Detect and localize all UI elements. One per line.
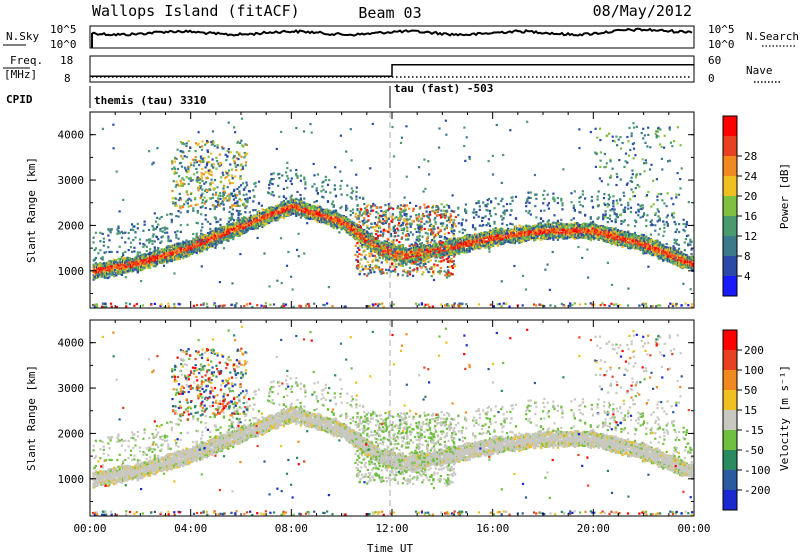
colorbar-swatch: [723, 490, 737, 510]
colorbar-tick: 12: [744, 230, 757, 243]
colorbar-swatch: [723, 256, 737, 276]
colorbar-swatch: [723, 370, 737, 390]
colorbar-swatch: [723, 136, 737, 156]
colorbar-swatch: [723, 430, 737, 450]
noise-right-label: N.Search: [746, 30, 799, 43]
noise-panel: N.Sky 10^5 10^0 10^5 10^0 N.Search: [3, 23, 799, 51]
power-colorbar-label: Power [dB]: [778, 163, 791, 229]
colorbar-tick: 28: [744, 150, 757, 163]
xtick-label: 20:00: [577, 522, 610, 535]
noise-right-tick-low: 10^0: [708, 38, 735, 51]
colorbar-tick: 50: [744, 384, 757, 397]
colorbar-tick: 24: [744, 170, 758, 183]
ytick-label: 1000: [58, 473, 85, 486]
cpid-segment-1: themis (tau) 3310: [94, 94, 207, 107]
velocity-y-axis: 1000 2000 3000 4000: [58, 337, 694, 502]
noise-left-tick-high: 10^5: [50, 23, 77, 36]
colorbar-tick: 4: [744, 270, 751, 283]
cpid-row: CPID themis (tau) 3310 tau (fast) -503: [6, 82, 493, 108]
power-y-axis: 1000 2000 3000 4000: [58, 129, 694, 294]
ytick-label: 2000: [58, 427, 85, 440]
velocity-ylabel: Slant Range [km]: [25, 365, 38, 471]
ytick-label: 3000: [58, 174, 85, 187]
time-axis-label: Time UT: [367, 542, 414, 554]
cpid-segment-2: tau (fast) -503: [394, 82, 493, 95]
power-colorbar: 4 8 12 16 20 24 28: [722, 115, 758, 297]
colorbar-swatch: [723, 350, 737, 370]
colorbar-swatch: [723, 116, 737, 136]
freq-panel: Freq. [MHz] 18 8 60 0 Nave: [3, 54, 780, 85]
freq-label-unit: [MHz]: [4, 68, 37, 81]
noise-left-tick-low: 10^0: [50, 38, 77, 51]
beam-title: Beam 03: [358, 4, 421, 22]
nave-right-tick-high: 60: [708, 54, 721, 67]
colorbar-tick: 200: [744, 344, 764, 357]
colorbar-tick: 20: [744, 190, 757, 203]
noise-left-label: N.Sky: [6, 30, 39, 43]
xtick-label: 04:00: [174, 522, 207, 535]
colorbar-swatch: [723, 216, 737, 236]
colorbar-tick: -15: [744, 424, 764, 437]
colorbar-tick: -100: [744, 464, 771, 477]
power-panel: 1000 2000 3000 4000 Slant Range [km] 4 8 12 16…: [25, 111, 791, 309]
xtick-label: 12:00: [375, 522, 408, 535]
noise-sky-line: [91, 27, 693, 48]
noise-right-tick-high: 10^5: [708, 23, 735, 36]
ytick-label: 4000: [58, 337, 85, 350]
station-title: Wallops Island (fitACF): [92, 2, 300, 20]
velocity-data: [91, 325, 694, 517]
power-data: [91, 117, 694, 309]
colorbar-swatch: [723, 450, 737, 470]
xtick-label: 00:00: [677, 522, 710, 535]
colorbar-swatch: [723, 236, 737, 256]
ytick-label: 4000: [58, 129, 85, 142]
colorbar-tick: 15: [744, 404, 757, 417]
date-title: 08/May/2012: [593, 2, 692, 20]
colorbar-tick: 8: [744, 250, 751, 263]
nave-right-label: Nave: [746, 64, 773, 77]
colorbar-swatch: [723, 176, 737, 196]
colorbar-tick: -50: [744, 444, 764, 457]
colorbar-swatch: [723, 470, 737, 490]
ytick-label: 2000: [58, 219, 85, 232]
xtick-label: 16:00: [476, 522, 509, 535]
power-ylabel: Slant Range [km]: [25, 157, 38, 263]
colorbar-swatch: [723, 196, 737, 216]
xtick-label: 00:00: [73, 522, 106, 535]
cpid-label: CPID: [6, 93, 33, 106]
power-x-ticks: [89, 112, 695, 308]
colorbar-swatch: [723, 156, 737, 176]
freq-left-tick-low: 8: [64, 72, 71, 85]
nave-right-tick-low: 0: [708, 72, 715, 85]
freq-label-top: Freq.: [10, 54, 43, 67]
colorbar-swatch: [723, 276, 737, 296]
colorbar-tick: 16: [744, 210, 757, 223]
velocity-colorbar: 200 100 50 15 -15 -50 -100 -200: [722, 329, 771, 511]
colorbar-swatch: [723, 410, 737, 430]
colorbar-swatch: [723, 330, 737, 350]
colorbar-tick: 100: [744, 364, 764, 377]
colorbar-swatch: [723, 390, 737, 410]
frequency-line: [90, 64, 694, 78]
freq-left-tick-high: 18: [60, 54, 73, 67]
colorbar-tick: -200: [744, 484, 771, 497]
ytick-label: 3000: [58, 382, 85, 395]
velocity-colorbar-label: Velocity [m s⁻¹]: [778, 365, 791, 471]
velocity-panel: 1000 2000 3000 4000 00:00 04:00 08:00 12:00 16:…: [25, 319, 791, 554]
xtick-label: 08:00: [275, 522, 308, 535]
ytick-label: 1000: [58, 265, 85, 278]
velocity-x-axis: 00:00 04:00 08:00 12:00 16:00 20:00 00:00: [73, 320, 711, 535]
